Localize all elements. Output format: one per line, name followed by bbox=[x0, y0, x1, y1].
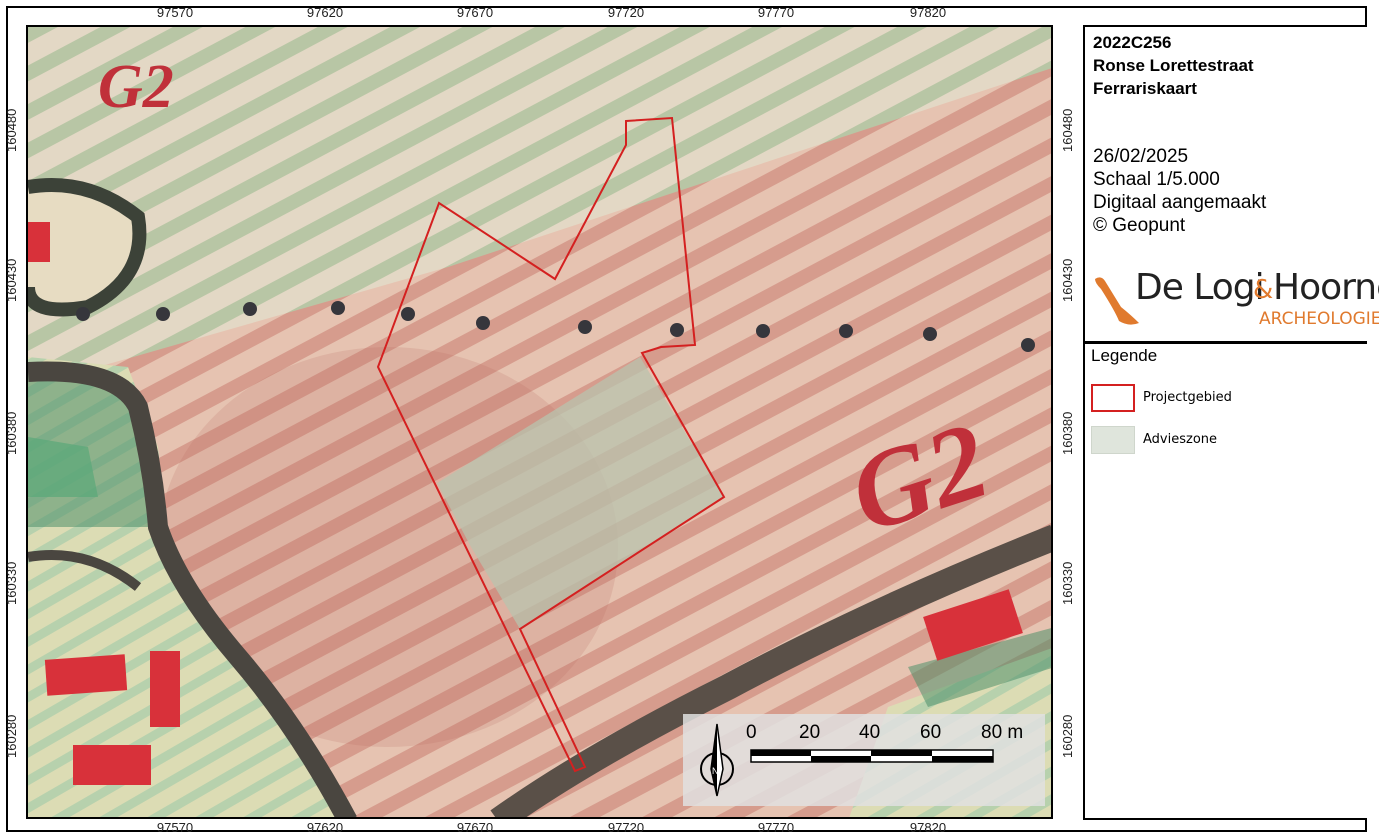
scale-label: 20 bbox=[799, 722, 821, 743]
y-tick-label: 160480 bbox=[4, 108, 19, 152]
x-tick-label: 97620 bbox=[306, 820, 344, 835]
title-block: 2022C256 Ronse Lorettestraat Ferrariskaa… bbox=[1083, 25, 1379, 341]
scale-bar: N 0 20 40 60 80 m bbox=[683, 714, 1045, 806]
x-tick-label: 97820 bbox=[909, 820, 947, 835]
y-tick-label: 160380 bbox=[4, 411, 19, 455]
y-tick-label: 160280 bbox=[1060, 714, 1075, 758]
x-tick-label: 97770 bbox=[757, 820, 795, 835]
logo-ampersand: & bbox=[1253, 275, 1274, 305]
map-label-g2: G2 bbox=[98, 53, 174, 121]
copyright: © Geopunt bbox=[1093, 215, 1186, 236]
title-text: 2022C256 Ronse Lorettestraat Ferrariskaa… bbox=[1093, 31, 1254, 100]
map-type: Ferrariskaart bbox=[1093, 79, 1197, 98]
x-tick-label: 97620 bbox=[306, 5, 344, 20]
legend-label: Advieszone bbox=[1143, 432, 1218, 447]
y-tick-label: 160430 bbox=[4, 258, 19, 302]
y-tick-label: 160330 bbox=[1060, 561, 1075, 605]
x-tick-label: 97720 bbox=[607, 820, 645, 835]
scale-label: 0 bbox=[746, 722, 757, 743]
x-tick-label: 97570 bbox=[156, 820, 194, 835]
project-name: Ronse Lorettestraat bbox=[1093, 56, 1254, 75]
legend: Legende Projectgebied Advieszone bbox=[1083, 341, 1367, 820]
building bbox=[150, 651, 180, 727]
building bbox=[73, 745, 151, 785]
y-tick-label: 160380 bbox=[1060, 411, 1075, 455]
y-tick-label: 160330 bbox=[4, 561, 19, 605]
scale-label: 80 m bbox=[981, 722, 1024, 743]
legend-swatch-fill bbox=[1091, 426, 1135, 454]
map-canvas[interactable]: G2 G2 N 0 20 40 60 80 m bbox=[26, 25, 1053, 819]
x-tick-label: 97670 bbox=[456, 820, 494, 835]
y-tick-label: 160480 bbox=[1060, 108, 1075, 152]
project-code: 2022C256 bbox=[1093, 33, 1172, 52]
legend-title: Legende bbox=[1091, 346, 1158, 365]
tree-row bbox=[76, 301, 1035, 352]
logo-name-2: Hoorne bbox=[1273, 267, 1379, 308]
x-tick-label: 97570 bbox=[156, 5, 194, 20]
company-logo: De Logi & Hoorne ARCHEOLOGIE bbox=[1091, 267, 1379, 333]
ferraris-map: G2 G2 bbox=[28, 27, 1051, 817]
map-date: 26/02/2025 bbox=[1093, 146, 1189, 167]
north-arrow-icon: N bbox=[700, 723, 994, 797]
y-tick-label: 160430 bbox=[1060, 258, 1075, 302]
scale-label: 40 bbox=[859, 722, 881, 743]
legend-item-advieszone: Advieszone bbox=[1091, 426, 1351, 458]
advieszone-area bbox=[437, 357, 724, 629]
creation-note: Digitaal aangemaakt bbox=[1093, 192, 1267, 213]
x-tick-label: 97670 bbox=[456, 5, 494, 20]
legend-swatch-outline bbox=[1091, 384, 1135, 412]
building bbox=[923, 589, 1023, 661]
legend-item-projectgebied: Projectgebied bbox=[1091, 384, 1351, 416]
trowel-icon bbox=[1095, 277, 1139, 325]
logo-subtitle: ARCHEOLOGIE bbox=[1259, 309, 1379, 329]
x-tick-label: 97770 bbox=[757, 5, 795, 20]
logo-name-1: De Logi bbox=[1135, 267, 1265, 308]
y-tick-label: 160280 bbox=[4, 714, 19, 758]
svg-text:N: N bbox=[712, 766, 719, 776]
legend-label: Projectgebied bbox=[1143, 390, 1232, 405]
building bbox=[44, 654, 128, 696]
map-scale: Schaal 1/5.000 bbox=[1093, 169, 1220, 190]
meta-text: 26/02/2025 Schaal 1/5.000 Digitaal aange… bbox=[1093, 145, 1266, 237]
projectgebied-outline bbox=[376, 116, 726, 773]
x-tick-label: 97820 bbox=[909, 5, 947, 20]
scale-label: 60 bbox=[920, 722, 942, 743]
x-tick-label: 97720 bbox=[607, 5, 645, 20]
